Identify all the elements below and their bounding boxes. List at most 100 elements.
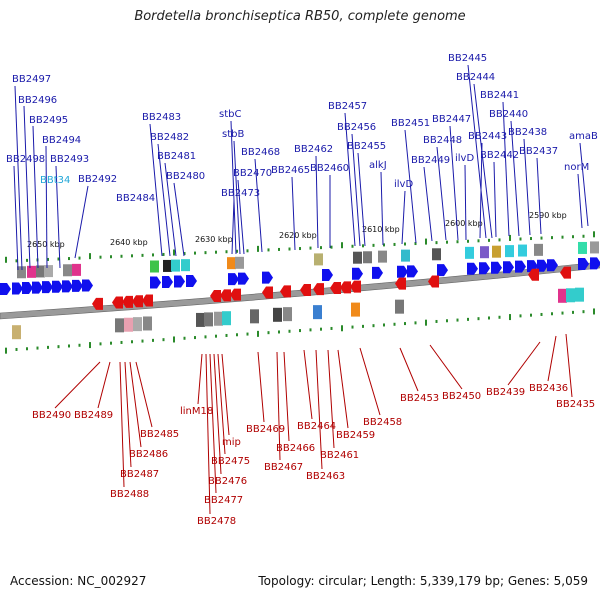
scale-tick [278, 330, 280, 334]
scale-tick [236, 249, 238, 253]
gene-label[interactable]: BB2447 [432, 114, 471, 125]
gene-label[interactable]: BB2490 [32, 410, 71, 421]
gene-label[interactable]: BB2485 [140, 429, 179, 440]
gene-label[interactable]: BB2488 [110, 489, 149, 500]
gene-label[interactable]: BB2455 [347, 141, 386, 152]
gene-arrow [313, 283, 324, 296]
gene-label[interactable]: BB2466 [276, 443, 315, 454]
leader-line [231, 199, 235, 255]
scale-tick [435, 241, 438, 245]
gene-label[interactable]: BB2464 [297, 421, 336, 432]
gene-label[interactable]: BB2484 [116, 193, 155, 204]
gene-label[interactable]: ilvD [455, 153, 474, 164]
gene-label[interactable]: BB2492 [78, 174, 117, 185]
gene-label[interactable]: BB2459 [336, 430, 375, 441]
gene-label[interactable]: BB2475 [211, 456, 250, 467]
feature-block [124, 317, 133, 332]
gene-label[interactable]: BB2440 [489, 109, 528, 120]
feature-block [395, 299, 404, 314]
gene-label[interactable]: BB2465 [271, 165, 310, 176]
gene-arrow [150, 276, 161, 289]
tick-label: 2630 kbp [195, 235, 233, 244]
leader-line [254, 158, 263, 253]
gene-label[interactable]: BB2478 [197, 516, 236, 527]
gene-label[interactable]: BB2497 [12, 74, 51, 85]
scale-tick [582, 310, 585, 314]
gene-arrow [92, 297, 103, 310]
feature-block [204, 312, 213, 327]
gene-label[interactable]: BB2445 [448, 53, 487, 64]
leader-line [164, 162, 177, 257]
gene-label[interactable]: stbC [219, 109, 241, 120]
gene-label[interactable]: BB2480 [166, 171, 205, 182]
tick-label: 2610 kbp [362, 225, 400, 234]
scale-tick [131, 340, 133, 344]
feature-block [133, 317, 142, 332]
gene-arrow [300, 284, 311, 296]
gene-label[interactable]: stbB [222, 129, 244, 140]
gene-label[interactable]: BB2486 [129, 449, 168, 460]
gene-label[interactable]: BB2457 [328, 101, 367, 112]
gene-label[interactable]: BB2443 [468, 131, 507, 142]
scale-tick [425, 238, 427, 245]
feature-block [227, 257, 236, 270]
feature-block [72, 263, 81, 276]
gene-label[interactable]: BB2467 [264, 462, 303, 473]
gene-label[interactable]: BB2487 [120, 469, 159, 480]
gene-label[interactable]: BB2448 [423, 135, 462, 146]
feature-block [578, 241, 587, 254]
scale-tick [330, 326, 333, 330]
feature-block [273, 307, 282, 322]
gene-label[interactable]: BB2436 [529, 383, 568, 394]
gene-label[interactable]: mip [222, 437, 241, 448]
gene-label[interactable]: BB2482 [150, 132, 189, 143]
gene-label[interactable]: BB2460 [310, 163, 349, 174]
gene-label[interactable]: BB2449 [411, 155, 450, 166]
gene-label[interactable]: BB2469 [246, 424, 285, 435]
scale-tick [561, 311, 564, 315]
gene-label[interactable]: BB2442 [480, 150, 519, 161]
gene-label[interactable]: BB2462 [294, 144, 333, 155]
gene-label[interactable]: BB2473 [221, 188, 260, 199]
gene-arrow [372, 266, 383, 279]
gene-label[interactable]: BB2441 [480, 90, 519, 101]
leader-line [401, 190, 406, 245]
leader-line [473, 83, 493, 239]
scale-tick [488, 238, 490, 242]
gene-label[interactable]: BB2494 [42, 135, 81, 146]
gene-label[interactable]: BB2463 [306, 471, 345, 482]
gene-label[interactable]: BB2476 [208, 476, 247, 487]
gene-label[interactable]: amaB [569, 131, 598, 142]
gene-label[interactable]: BB2477 [204, 495, 243, 506]
gene-label[interactable]: BB2461 [320, 450, 359, 461]
gene-label[interactable]: BB2451 [391, 118, 430, 129]
gene-label[interactable]: BB2456 [337, 122, 376, 133]
gene-label[interactable]: BB2481 [157, 151, 196, 162]
gene-label[interactable]: BB2489 [74, 410, 113, 421]
scale-tick [498, 238, 501, 242]
gene-label[interactable]: BB2498 [6, 154, 45, 165]
gene-label[interactable]: BB2470 [233, 168, 272, 179]
gene-label[interactable]: BB2450 [442, 391, 481, 402]
gene-label[interactable]: BB2496 [18, 95, 57, 106]
scale-tick [519, 314, 522, 318]
gene-label[interactable]: BB2435 [556, 399, 595, 410]
leader-line [124, 361, 132, 468]
gene-label[interactable]: BB2437 [519, 146, 558, 157]
gene-label[interactable]: BB2495 [29, 115, 68, 126]
gene-label[interactable]: BB2444 [456, 72, 495, 83]
gene-label[interactable]: alkJ [369, 160, 387, 171]
gene-label[interactable]: BB2439 [486, 387, 525, 398]
gene-label[interactable]: BB2468 [241, 147, 280, 158]
gene-label[interactable]: BBt34 [40, 175, 70, 186]
gene-label[interactable]: BB2438 [508, 127, 547, 138]
gene-label[interactable]: ilvD [394, 179, 413, 190]
gene-arrow [52, 280, 63, 293]
gene-label[interactable]: linM18 [180, 406, 213, 417]
gene-label[interactable]: BB2458 [363, 417, 402, 428]
leader-line [291, 176, 296, 251]
gene-label[interactable]: BB2453 [400, 393, 439, 404]
gene-label[interactable]: BB2493 [50, 154, 89, 165]
gene-label[interactable]: BB2483 [142, 112, 181, 123]
gene-label[interactable]: norM [564, 162, 589, 173]
